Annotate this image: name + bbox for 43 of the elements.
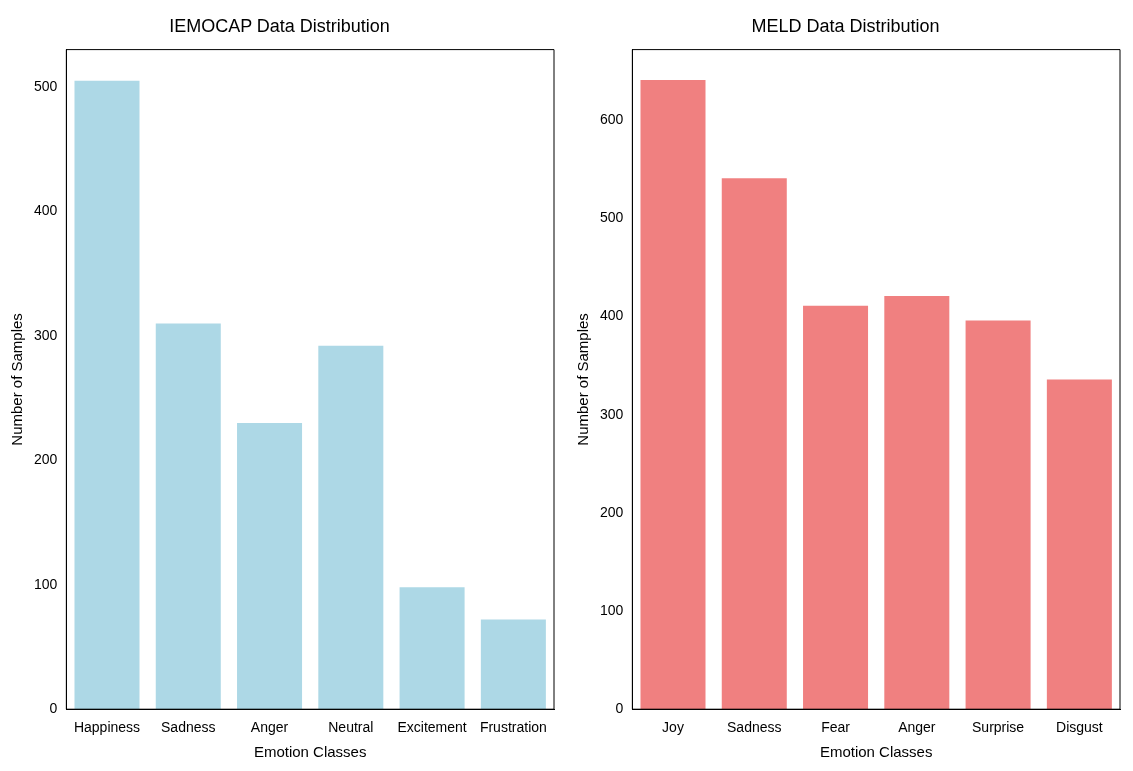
x-tick-label: Disgust xyxy=(1056,719,1103,736)
chart-title: IEMOCAP Data Distribution xyxy=(169,15,390,36)
y-tick-label: 300 xyxy=(34,326,58,343)
x-tick-label: Sadness xyxy=(161,719,216,736)
y-tick-label: 300 xyxy=(600,405,624,422)
bar xyxy=(965,320,1031,710)
y-axis-title: Number of Samples xyxy=(8,313,26,446)
bar xyxy=(721,178,787,710)
y-tick-label: 0 xyxy=(49,700,58,717)
x-tick-label: Anger xyxy=(250,719,289,736)
bar xyxy=(318,345,384,710)
bar xyxy=(1046,379,1112,710)
y-tick-label: 200 xyxy=(34,451,58,468)
x-tick-label: Happiness xyxy=(73,719,141,736)
bar xyxy=(480,619,546,710)
y-tick-label: 600 xyxy=(600,111,624,128)
y-tick-label: 200 xyxy=(600,503,624,520)
x-tick-label: Anger xyxy=(898,719,936,736)
bar xyxy=(640,80,706,710)
bar xyxy=(803,305,869,710)
bar xyxy=(74,80,140,710)
x-tick-label: Fear xyxy=(821,719,851,736)
y-tick-label: 400 xyxy=(600,307,624,324)
x-tick-label: Surprise xyxy=(972,719,1025,736)
x-tick-label: Frustration xyxy=(479,719,547,736)
x-tick-label: Joy xyxy=(662,719,684,736)
x-tick-label: Excitement xyxy=(397,719,467,736)
y-tick-label: 500 xyxy=(600,209,624,226)
chart-title: MELD Data Distribution xyxy=(751,15,940,36)
bar xyxy=(237,422,303,710)
y-tick-label: 100 xyxy=(34,575,58,592)
y-tick-label: 100 xyxy=(600,601,624,618)
x-tick-label: Sadness xyxy=(727,719,782,736)
bar xyxy=(884,295,950,710)
bar xyxy=(399,587,465,710)
bar xyxy=(155,323,221,710)
x-axis-title: Emotion Classes xyxy=(253,743,367,761)
y-tick-label: 500 xyxy=(34,77,58,94)
y-tick-label: 0 xyxy=(615,700,624,717)
y-axis-title: Number of Samples xyxy=(574,313,592,446)
x-tick-label: Neutral xyxy=(328,719,374,736)
y-tick-label: 400 xyxy=(34,202,58,219)
x-axis-title: Emotion Classes xyxy=(819,743,933,761)
